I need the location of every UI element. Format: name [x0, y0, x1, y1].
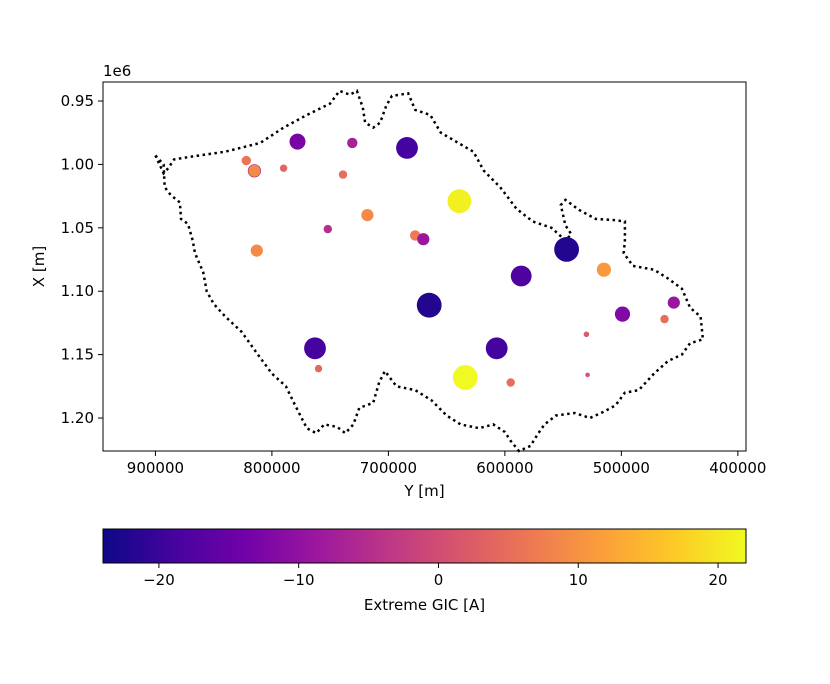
data-point	[614, 306, 631, 322]
data-point	[396, 137, 418, 159]
y-axis: 0.95 1.00 1.05 1.10 1.15 1.20	[61, 92, 103, 427]
colorbar-gradient	[103, 529, 746, 563]
plot-frame	[102, 81, 747, 452]
data-point	[583, 331, 590, 338]
data-point	[485, 337, 508, 360]
data-point	[323, 224, 332, 234]
x-tick-label: 900000	[127, 459, 184, 477]
colorbar-ticks: −20 −10 0 10 20	[143, 563, 728, 589]
data-point	[347, 137, 358, 149]
y-tick-label: 1.20	[61, 409, 94, 427]
data-point	[447, 189, 472, 214]
data-point	[506, 378, 515, 387]
y-tick-label: 1.15	[61, 346, 94, 364]
x-tick-label: 400000	[709, 459, 766, 477]
x-tick-label: 800000	[243, 459, 300, 477]
colorbar-tick-label: 20	[708, 571, 727, 589]
plot-area	[102, 81, 747, 453]
x-axis: 900000 800000 700000 600000 500000 400000	[127, 451, 766, 477]
data-point	[304, 337, 326, 360]
data-point	[417, 233, 430, 246]
data-point	[314, 364, 323, 373]
data-point	[452, 365, 478, 390]
data-point	[510, 265, 532, 287]
data-points	[241, 133, 680, 390]
y-offset-label: 1e6	[103, 62, 131, 80]
colorbar-label: Extreme GIC [A]	[364, 596, 485, 614]
x-tick-label: 600000	[476, 459, 533, 477]
data-point	[250, 244, 263, 257]
y-tick-label: 1.00	[61, 155, 94, 173]
data-point	[241, 155, 251, 166]
data-point	[338, 170, 348, 179]
data-point	[554, 237, 579, 262]
colorbar-frame	[102, 528, 747, 564]
colorbar-tick-label: −10	[283, 571, 315, 589]
data-point	[585, 372, 590, 378]
y-axis-label: X [m]	[30, 246, 48, 287]
y-tick-label: 1.10	[61, 282, 94, 300]
colorbar-tick-label: 10	[569, 571, 588, 589]
data-point	[279, 164, 288, 172]
x-tick-label: 700000	[360, 459, 417, 477]
data-point	[660, 314, 669, 324]
y-tick-label: 1.05	[61, 219, 94, 237]
data-point	[289, 133, 306, 150]
data-point	[667, 296, 680, 309]
y-tick-label: 0.95	[61, 92, 94, 110]
data-point	[248, 164, 261, 177]
colorbar-tick-label: 0	[434, 571, 444, 589]
colorbar-tick-label: −20	[143, 571, 175, 589]
data-point	[361, 209, 374, 222]
x-tick-label: 500000	[593, 459, 650, 477]
colorbar: −20 −10 0 10 20 Extreme GIC [A]	[102, 528, 747, 614]
data-point	[416, 292, 442, 318]
data-point	[596, 262, 612, 277]
x-axis-label: Y [m]	[403, 482, 444, 500]
